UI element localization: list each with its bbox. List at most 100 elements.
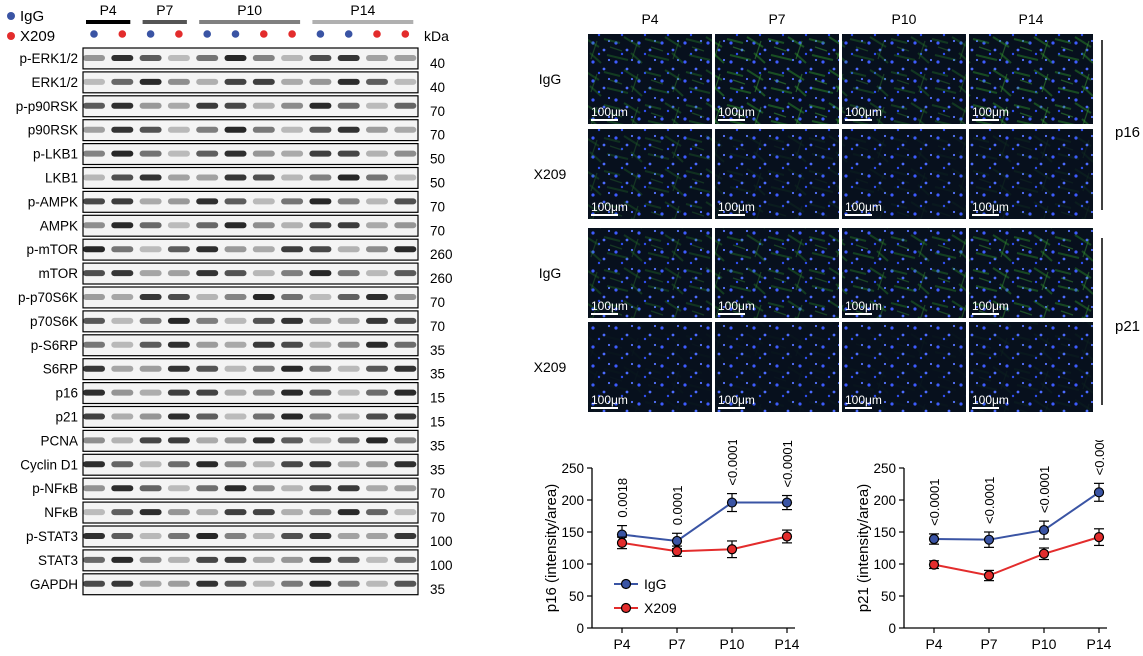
blot-band: [337, 389, 360, 396]
blot-band: [366, 580, 388, 587]
lane-dot-11: [373, 30, 381, 38]
micrograph-tile: 100μm: [969, 129, 1093, 219]
blot-band: [196, 78, 219, 85]
blot-frame: [82, 214, 419, 237]
blot-band: [281, 55, 304, 61]
blot-band: [309, 150, 332, 157]
blot-band: [196, 294, 219, 300]
blot-band: [337, 246, 360, 253]
blot-band: [394, 198, 417, 205]
blot-band: [252, 533, 275, 539]
blot-band: [139, 341, 162, 348]
blot-band: [394, 533, 417, 539]
blot-frame: [82, 382, 419, 405]
blot-row-pcna: PCNA 35: [40, 429, 445, 453]
blot-band: [83, 509, 105, 516]
blot-label: Cyclin D1: [20, 457, 78, 472]
quantification-plots: 0 50 100 150 200 250 P4 P7 P10 P14 p16 (intensity/…: [543, 440, 1112, 652]
blot-band: [83, 222, 105, 229]
blot-band: [281, 365, 304, 372]
lane-dot-10: [344, 30, 353, 38]
legend-label: IgG: [644, 576, 667, 592]
blot-row-erk1-2: ERK1/2 40: [31, 71, 445, 95]
micrograph-col-p10: P10: [892, 11, 917, 27]
blot-band: [224, 294, 247, 300]
blot-band: [252, 102, 275, 109]
blot-band: [83, 556, 105, 563]
blot-band: [309, 174, 332, 181]
blot-label: p-p70S6K: [18, 290, 78, 305]
blot-band: [139, 413, 162, 420]
blot-band: [252, 174, 275, 181]
blot-frame: [82, 525, 419, 548]
blot-band: [224, 556, 247, 563]
blot-frame: [82, 549, 419, 572]
y-tick-label: 200: [873, 493, 896, 508]
blot-row-p21: p21 15: [55, 405, 445, 430]
blot-band: [83, 389, 105, 396]
scale-bar-label: 100μm: [718, 299, 755, 313]
x-tick-label: P10: [1032, 636, 1057, 652]
data-point: [983, 570, 995, 581]
blot-band: [196, 509, 219, 516]
p16-line-chart: 0 50 100 150 200 250 P4 P7 P10 P14 p16 (intensity/…: [543, 440, 800, 652]
blot-band: [196, 150, 219, 157]
blot-band: [309, 55, 332, 61]
blot-band: [196, 556, 219, 563]
micrograph-tile: 100μm: [969, 34, 1093, 124]
blot-band: [224, 413, 247, 420]
x-tick-label: P7: [668, 636, 685, 652]
blot-band: [196, 270, 219, 277]
blot-frame: [82, 334, 419, 357]
blot-band: [309, 126, 332, 133]
y-tick-label: 0: [576, 621, 584, 636]
blot-row-p16: p16 15: [55, 382, 445, 406]
blot-frame: [82, 310, 419, 333]
series-igg: [928, 482, 1105, 548]
blot-band: [111, 78, 134, 85]
blot-band: [366, 222, 388, 229]
data-point: [726, 544, 738, 555]
blot-row-p90rsk: p90RSK 70: [28, 119, 445, 143]
data-point: [1093, 487, 1105, 498]
blot-band: [83, 461, 105, 468]
blot-band: [281, 270, 304, 277]
blot-band: [366, 413, 388, 420]
blot-band: [111, 102, 134, 109]
blot-band: [252, 150, 275, 157]
blot-band: [83, 413, 105, 420]
blot-band: [196, 461, 219, 468]
blot-kda: 260: [430, 271, 453, 286]
lane-dot-1: [90, 30, 98, 38]
y-axis-label: p21 (intensity/area): [855, 484, 872, 612]
lane-dot-9: [316, 30, 325, 38]
scale-bar-label: 100μm: [845, 393, 882, 407]
blot-band: [196, 246, 219, 253]
blot-band: [337, 413, 360, 420]
blot-kda: 35: [430, 343, 445, 358]
blot-band: [309, 437, 332, 444]
blot-kda: 15: [430, 415, 445, 430]
blot-band: [167, 413, 190, 420]
igg-legend-label: IgG: [20, 8, 44, 25]
blot-band: [281, 126, 304, 133]
blot-band: [309, 222, 332, 229]
blot-band: [394, 389, 417, 396]
p21-line-chart: 0 50 100 150 200 250 P4 P7 P10 P14 p21 (intensity/…: [855, 440, 1112, 652]
blot-kda: 35: [430, 462, 445, 477]
blot-row-p-nfκb: p-NFκB 70: [32, 477, 445, 501]
blot-band: [167, 55, 190, 61]
side-label-p16: p16: [1115, 124, 1140, 141]
blot-band: [224, 270, 247, 277]
blot-label: p-S6RP: [31, 338, 78, 353]
blot-band: [309, 533, 332, 539]
blot-band: [139, 78, 162, 85]
blot-band: [366, 270, 388, 277]
blot-band: [83, 174, 105, 181]
legend-label: X209: [644, 600, 677, 616]
scale-bar-label: 100μm: [972, 393, 1009, 407]
y-tick-label: 0: [888, 621, 896, 636]
y-tick-label: 250: [873, 461, 896, 476]
blot-band: [337, 461, 360, 468]
